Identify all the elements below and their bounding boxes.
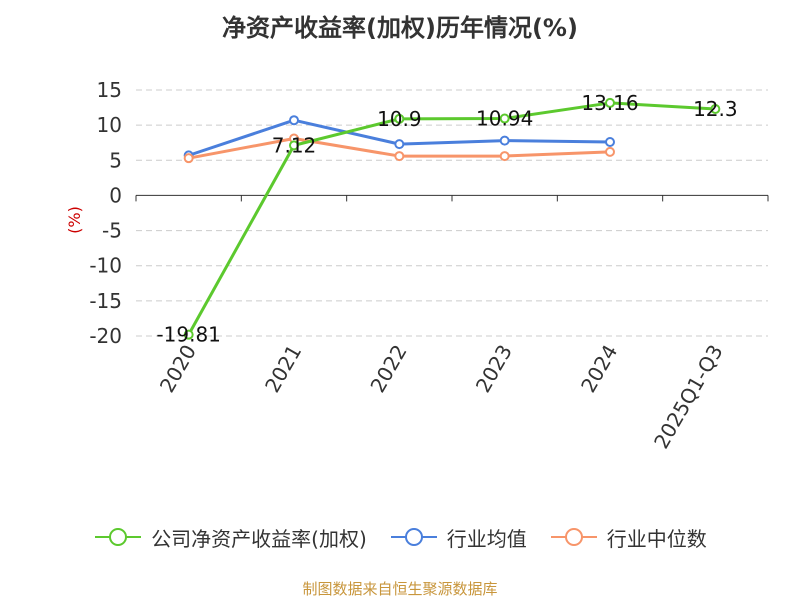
data-point-industry_avg: [289, 115, 299, 126]
data-point-company: [289, 140, 299, 151]
y-tick-label: -20: [89, 324, 122, 348]
legend-item-industry-avg[interactable]: 行业均值: [389, 523, 527, 552]
series-layer: [183, 97, 721, 340]
data-label-company: 10.94: [476, 107, 533, 131]
data-label-company: 10.9: [377, 107, 422, 131]
data-label-company: 7.12: [272, 133, 317, 157]
data-label-company: 13.16: [581, 91, 638, 115]
data-point-company: [605, 97, 615, 108]
data-point-industry_avg: [605, 137, 615, 148]
data-point-company: [710, 103, 721, 114]
data-label-company: 12.3: [693, 97, 738, 121]
data-point-industry_median: [499, 151, 510, 162]
data-point-industry_median: [605, 146, 615, 157]
y-tick-label: 15: [97, 78, 122, 102]
x-tick-label: 2024: [576, 341, 622, 397]
y-tick-label: 5: [109, 148, 122, 172]
data-point-industry_median: [183, 153, 194, 164]
legend-label-industry-avg: 行业均值: [446, 526, 527, 551]
x-tick-label: 2022: [365, 341, 411, 397]
y-axis-label: (%): [65, 206, 84, 234]
data-point-company: [394, 113, 405, 124]
data-label-company: -19.81: [156, 323, 220, 347]
source-credit: 制图数据来自恒生聚源数据库: [302, 580, 498, 598]
data-point-industry_median: [394, 151, 405, 162]
data-point-company: [183, 329, 194, 340]
legend-marker-company: [95, 528, 142, 546]
data-point-industry_avg: [499, 135, 510, 146]
legend-item-industry-median[interactable]: 行业中位数: [549, 523, 707, 552]
legend-label-company: 公司净资产收益率(加权): [151, 526, 367, 551]
legend-label-industry-median: 行业中位数: [606, 526, 707, 551]
chart-title: 净资产收益率(加权)历年情况(%): [222, 14, 578, 42]
grid-layer: [136, 89, 768, 337]
y-tick-label: -10: [89, 254, 122, 278]
data-point-company: [499, 113, 510, 124]
legend-marker-industry-avg: [390, 528, 437, 546]
x-tick-label: 2021: [260, 341, 306, 397]
x-tick-label: 2020: [155, 341, 201, 397]
y-tick-label: 10: [97, 113, 122, 137]
y-tick-label: 0: [109, 183, 122, 207]
legend-item-company[interactable]: 公司净资产收益率(加权): [93, 523, 367, 552]
x-tick-label: 2025Q1-Q3: [649, 341, 728, 453]
x-tick-label: 2023: [471, 341, 517, 397]
y-tick-label: -15: [89, 289, 122, 313]
legend: 公司净资产收益率(加权) 行业均值 行业中位数: [0, 521, 800, 553]
legend-marker-industry-median: [550, 528, 597, 546]
data-point-industry_avg: [394, 139, 405, 150]
series-line-company: [187, 101, 716, 336]
y-tick-label: -5: [102, 219, 122, 243]
label-layer: -19.81 7.12 10.9 10.94 13.16 12.3: [156, 91, 737, 347]
